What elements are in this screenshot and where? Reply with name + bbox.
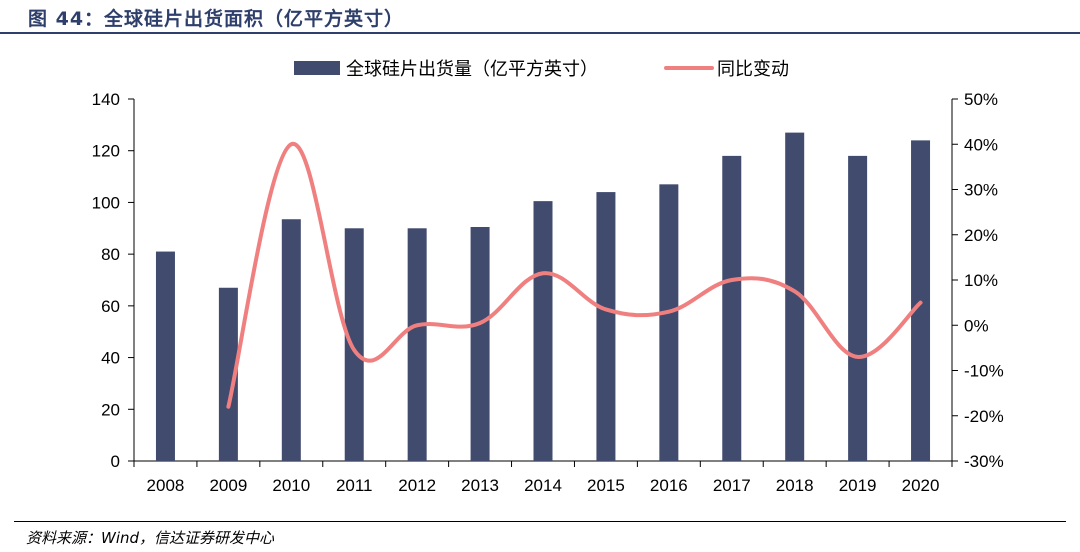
bar (155, 251, 175, 461)
source-divider (14, 521, 1066, 522)
bar (722, 155, 742, 461)
y-left-tick-label: 100 (92, 193, 120, 212)
legend-bar-label: 全球硅片出货量（亿平方英寸） (346, 59, 598, 80)
title-bar: 图 44：全球硅片出货面积（亿平方英寸） (0, 0, 1080, 34)
source-note: 资料来源：Wind，信达证券研发中心 (26, 529, 275, 547)
x-tick-label: 2018 (776, 476, 814, 495)
x-tick-label: 2013 (461, 476, 499, 495)
x-tick-label: 2009 (209, 476, 247, 495)
bar (848, 155, 868, 461)
x-tick-label: 2017 (713, 476, 751, 495)
y-right-tick-label: 0% (964, 316, 989, 335)
bar-series (155, 132, 931, 462)
x-tick-label: 2016 (650, 476, 688, 495)
x-tick-label: 2015 (587, 476, 625, 495)
legend-line-label: 同比变动 (717, 59, 789, 80)
bar (785, 132, 805, 461)
line-series (226, 142, 923, 409)
legend: 全球硅片出货量（亿平方英寸） 同比变动 (294, 59, 789, 80)
x-tick-label: 2008 (147, 476, 185, 495)
x-tick-label: 2012 (398, 476, 436, 495)
x-tick-label: 2020 (902, 476, 940, 495)
bar (344, 228, 364, 461)
y-left-tick-label: 80 (101, 245, 120, 264)
bar (533, 201, 553, 461)
x-tick-label: 2010 (272, 476, 310, 495)
y-right-tick-label: 10% (964, 271, 998, 290)
y-left-tick-label: 120 (92, 142, 120, 161)
bar (596, 192, 616, 462)
bar (218, 287, 238, 461)
y-left-tick-label: 0 (111, 452, 120, 471)
y-right-tick-label: -30% (964, 452, 1004, 471)
y-right-tick-label: 20% (964, 226, 998, 245)
axes: 0 20 40 60 80 100 120 140 -30% -20% -10% 0% 10% 20% 30… (92, 90, 1004, 495)
chart: 全球硅片出货量（亿平方英寸） 同比变动 0 20 40 60 80 100 120 140 -3… (92, 59, 1004, 495)
y-left-tick-label: 140 (92, 90, 120, 109)
bar (407, 228, 427, 461)
y-left-tick-label: 40 (101, 349, 120, 368)
yoy-change-line (226, 142, 923, 409)
y-right-tick-label: -10% (964, 362, 1004, 381)
bar (281, 219, 301, 461)
bar (659, 184, 679, 462)
y-right-tick-label: 40% (964, 135, 998, 154)
y-left-tick-label: 20 (101, 400, 120, 419)
figure-title: 图 44：全球硅片出货面积（亿平方英寸） (28, 8, 405, 30)
y-right-tick-label: 30% (964, 181, 998, 200)
x-tick-label: 2019 (839, 476, 877, 495)
x-tick-label: 2011 (336, 476, 373, 495)
y-left-tick-label: 60 (101, 297, 120, 316)
y-right-tick-label: 50% (964, 90, 998, 109)
bar (470, 226, 490, 461)
legend-bar-swatch (294, 61, 340, 75)
x-tick-label: 2014 (524, 476, 562, 495)
y-right-tick-label: -20% (964, 407, 1004, 426)
